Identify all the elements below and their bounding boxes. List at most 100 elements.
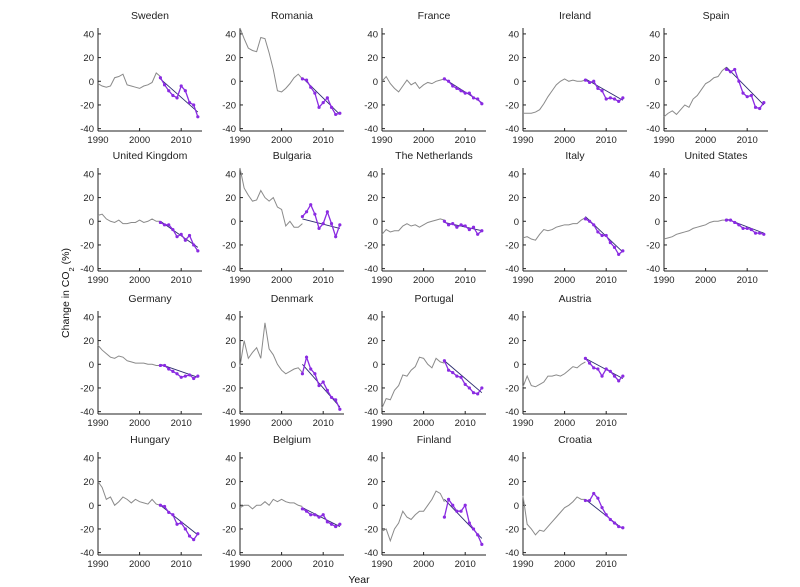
recent-series-line xyxy=(443,497,483,545)
recent-data-point xyxy=(183,238,187,242)
y-tick-label: -40 xyxy=(646,124,660,135)
y-tick-label: 20 xyxy=(367,336,378,347)
x-tick-label: 2010 xyxy=(455,418,476,429)
y-tick-label: 0 xyxy=(231,217,236,228)
recent-data-point xyxy=(476,392,480,396)
y-tick-label: -20 xyxy=(505,100,519,111)
recent-data-point xyxy=(612,245,617,249)
x-tick-label: 1990 xyxy=(512,275,533,286)
x-tick-label: 2000 xyxy=(554,275,575,286)
x-tick-label: 1990 xyxy=(653,275,674,286)
y-tick-label: 0 xyxy=(89,217,94,228)
recent-data-point xyxy=(724,218,729,222)
recent-data-point xyxy=(171,93,175,98)
historical-series-line xyxy=(97,345,161,366)
recent-data-point xyxy=(621,374,625,378)
recent-data-point xyxy=(171,513,175,517)
recent-data-point xyxy=(175,522,179,526)
recent-data-point xyxy=(604,513,608,517)
y-tick-label: 0 xyxy=(373,501,378,512)
x-tick-label: 2000 xyxy=(271,275,292,286)
recent-data-point xyxy=(171,227,175,232)
recent-series-line xyxy=(585,79,624,103)
recent-data-point xyxy=(762,100,766,105)
recent-data-point xyxy=(183,527,187,531)
recent-data-point xyxy=(471,527,476,531)
panel-title: Ireland xyxy=(559,10,591,22)
recent-series-line xyxy=(444,78,483,105)
x-tick-label: 1990 xyxy=(87,135,108,146)
recent-data-point xyxy=(583,498,588,503)
recent-data-point xyxy=(304,355,309,359)
recent-data-point xyxy=(600,374,604,378)
x-tick-label: 2000 xyxy=(271,135,292,146)
recent-series-line xyxy=(726,68,765,110)
recent-data-point xyxy=(196,249,200,253)
y-tick-label: -40 xyxy=(222,548,236,559)
recent-series-line xyxy=(160,221,199,252)
recent-data-point xyxy=(480,386,484,390)
recent-data-point xyxy=(451,84,455,88)
y-tick-label: -40 xyxy=(505,548,519,559)
x-tick-label: 2000 xyxy=(413,559,434,570)
recent-data-point xyxy=(338,223,342,227)
y-tick-label: -40 xyxy=(222,407,236,418)
recent-data-point xyxy=(179,521,183,525)
panel-title: Sweden xyxy=(131,10,169,22)
recent-data-point xyxy=(192,243,196,247)
y-tick-label: 0 xyxy=(373,217,378,228)
recent-data-point xyxy=(300,214,304,219)
trend-line xyxy=(302,363,341,408)
x-tick-label: 2010 xyxy=(737,135,758,146)
recent-data-point xyxy=(592,491,596,496)
panel-title: United Kingdom xyxy=(113,150,188,162)
historical-series-line xyxy=(522,217,586,241)
recent-data-point xyxy=(592,79,596,83)
y-tick-label: -20 xyxy=(505,524,519,535)
y-tick-label: -20 xyxy=(80,100,94,111)
x-tick-label: 2010 xyxy=(313,418,334,429)
recent-data-point xyxy=(325,388,329,392)
recent-data-point xyxy=(442,359,446,363)
y-tick-label: 40 xyxy=(225,453,236,464)
historical-series-line xyxy=(239,498,303,510)
recent-data-point xyxy=(167,367,171,371)
historical-series-line xyxy=(97,213,161,225)
recent-series-line xyxy=(584,357,624,382)
x-tick-label: 2010 xyxy=(737,275,758,286)
recent-data-point xyxy=(741,91,745,95)
recent-data-point xyxy=(451,222,455,226)
recent-data-point xyxy=(446,368,451,372)
y-tick-label: 20 xyxy=(508,53,519,64)
x-tick-label: 1990 xyxy=(371,418,392,429)
y-tick-label: -40 xyxy=(222,124,236,135)
recent-data-point xyxy=(612,374,617,378)
recent-data-point xyxy=(617,379,621,383)
recent-data-point xyxy=(733,67,737,72)
panel-spain: Spain -40 -20 0 20 40 1990 2000 2010 xyxy=(646,10,768,146)
historical-series-line xyxy=(663,66,727,118)
trend-line xyxy=(726,66,765,106)
historical-series-line xyxy=(522,361,586,388)
y-tick-label: 20 xyxy=(225,336,236,347)
recent-data-point xyxy=(459,223,463,227)
recent-data-point xyxy=(733,220,737,225)
y-tick-label: -20 xyxy=(80,383,94,394)
x-tick-label: 2000 xyxy=(129,418,150,429)
y-tick-label: -20 xyxy=(364,383,378,394)
recent-data-point xyxy=(321,100,325,105)
panel-portugal: Portugal -40 -20 0 20 40 1990 2000 2010 xyxy=(364,293,486,429)
y-tick-label: -40 xyxy=(364,407,378,418)
recent-data-point xyxy=(446,79,451,83)
recent-data-point xyxy=(158,503,162,507)
panel-united-states: United States -40 -20 0 20 40 1990 2000 2010 xyxy=(646,150,768,286)
y-tick-label: 40 xyxy=(367,312,378,323)
recent-data-point xyxy=(587,219,592,223)
y-tick-label: 0 xyxy=(514,501,519,512)
recent-data-point xyxy=(476,232,480,236)
recent-data-point xyxy=(304,509,309,513)
recent-data-point xyxy=(325,96,329,100)
recent-data-point xyxy=(325,520,329,524)
recent-data-point xyxy=(317,515,321,519)
recent-data-point xyxy=(179,375,183,379)
